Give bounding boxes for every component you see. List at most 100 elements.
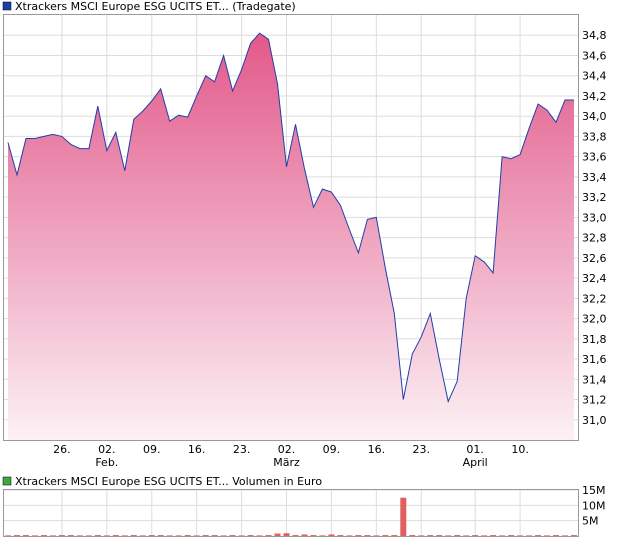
price-x-tick-label: 10.	[511, 443, 529, 456]
volume-bar	[544, 535, 551, 536]
volume-bar	[148, 535, 155, 536]
volume-bar	[85, 535, 92, 536]
volume-bar	[247, 535, 254, 536]
price-x-tick-label: 02.	[98, 443, 116, 456]
volume-bar	[436, 535, 443, 536]
volume-bar	[238, 535, 245, 536]
price-x-tick-label: 02.	[278, 443, 296, 456]
volume-bar	[94, 535, 101, 536]
volume-bars	[5, 497, 577, 536]
price-y-tick-label: 34,0	[582, 110, 607, 123]
volume-bar	[157, 535, 164, 536]
volume-bar	[571, 535, 577, 536]
volume-bar	[463, 535, 470, 536]
price-x-month-label: April	[463, 456, 488, 469]
volume-y-axis: 5M 10M 15M	[582, 484, 606, 528]
volume-bar	[562, 535, 569, 536]
volume-bar	[418, 535, 425, 536]
volume-bar	[13, 535, 20, 536]
price-x-tick-label: 23.	[413, 443, 431, 456]
price-x-month-label: Feb.	[95, 456, 118, 469]
volume-grid	[4, 489, 578, 536]
price-x-tick-label: 16.	[188, 443, 206, 456]
volume-bar	[76, 535, 83, 536]
price-y-tick-label: 34,6	[582, 49, 607, 62]
volume-bar	[229, 535, 236, 536]
volume-bar	[175, 535, 182, 536]
volume-bar	[166, 535, 173, 536]
price-x-axis: 26. 02. 09. 16. 23. 02. 09. 16. 23. 01. 10. Feb. Mär…	[53, 443, 529, 469]
volume-bar	[328, 534, 335, 536]
volume-bar	[490, 535, 497, 536]
volume-bar	[292, 535, 299, 536]
volume-bar	[283, 533, 290, 536]
volume-bar	[319, 535, 326, 536]
price-x-tick-label: 16.	[368, 443, 386, 456]
price-y-tick-label: 34,4	[582, 70, 607, 83]
volume-bar	[364, 535, 371, 536]
volume-plot-frame	[3, 489, 579, 537]
price-x-tick-label: 09.	[323, 443, 341, 456]
volume-bar	[346, 535, 353, 536]
price-y-axis: 31,0 31,2 31,4 31,6 31,8 32,0 32,2 32,4 32,6 32,8…	[582, 29, 607, 427]
volume-bar	[49, 535, 56, 536]
volume-bar	[58, 535, 65, 536]
volume-bar	[202, 535, 209, 536]
price-y-tick-label: 33,8	[582, 130, 607, 143]
volume-bar	[220, 535, 227, 536]
volume-y-tick-label: 5M	[582, 515, 599, 528]
volume-bar	[103, 535, 110, 536]
volume-bar	[535, 535, 542, 536]
volume-y-tick-label: 15M	[582, 484, 606, 497]
volume-bar	[301, 534, 308, 536]
volume-bar	[5, 535, 11, 536]
price-area-fill	[8, 33, 574, 440]
volume-bar	[445, 535, 452, 536]
price-y-tick-label: 34,2	[582, 90, 607, 103]
volume-bar	[112, 535, 119, 536]
volume-bar	[517, 535, 524, 536]
volume-legend-label: Xtrackers MSCI Europe ESG UCITS ET... Vo…	[15, 475, 322, 488]
volume-bar	[211, 535, 218, 536]
price-x-month-label: März	[273, 456, 300, 469]
volume-bar	[256, 535, 263, 536]
price-x-tick-label: 09.	[143, 443, 161, 456]
price-x-tick-label: 23.	[233, 443, 251, 456]
price-y-tick-label: 32,8	[582, 232, 607, 245]
price-y-tick-label: 34,8	[582, 29, 607, 42]
price-y-tick-label: 32,4	[582, 272, 607, 285]
volume-y-tick-label: 10M	[582, 499, 606, 512]
volume-bar	[31, 535, 38, 536]
price-area-series	[7, 32, 574, 440]
volume-bar	[193, 535, 200, 536]
volume-bar	[22, 535, 29, 536]
volume-bar	[472, 535, 479, 536]
price-legend-swatch	[2, 1, 12, 11]
volume-bar	[121, 535, 128, 536]
price-y-tick-label: 32,6	[582, 252, 607, 265]
volume-bar	[481, 535, 488, 536]
volume-legend-swatch	[2, 476, 12, 486]
price-y-tick-label: 32,0	[582, 313, 607, 326]
volume-bar	[499, 535, 506, 536]
volume-bar	[553, 535, 560, 536]
volume-bar	[274, 533, 281, 536]
volume-bar	[391, 535, 398, 536]
price-y-tick-label: 31,2	[582, 394, 607, 407]
volume-bar	[400, 497, 407, 536]
volume-bar	[373, 535, 380, 536]
volume-bar	[184, 535, 191, 536]
volume-bar	[526, 535, 533, 536]
volume-bar	[508, 535, 515, 536]
volume-bar	[382, 535, 389, 536]
price-y-tick-label: 33,0	[582, 211, 607, 224]
price-line	[7, 32, 574, 404]
volume-bar	[337, 535, 344, 536]
volume-bar	[139, 535, 146, 536]
price-legend-label: Xtrackers MSCI Europe ESG UCITS ET... (T…	[15, 0, 296, 13]
price-y-tick-label: 33,6	[582, 151, 607, 164]
volume-bar	[454, 535, 461, 536]
volume-bar	[40, 535, 47, 536]
price-x-tick-label: 01.	[466, 443, 484, 456]
